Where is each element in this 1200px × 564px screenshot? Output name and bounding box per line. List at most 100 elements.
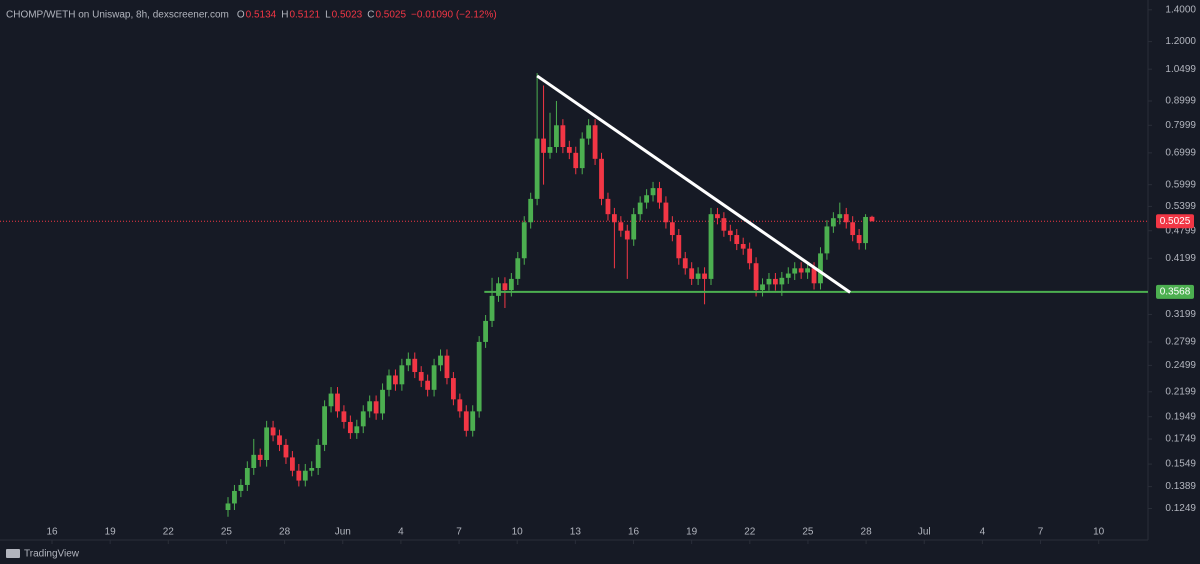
candle-body bbox=[451, 378, 456, 400]
x-tick-label: 22 bbox=[163, 527, 175, 538]
candle-body bbox=[805, 268, 810, 273]
x-tick-label: Jul bbox=[918, 527, 931, 538]
candle-body bbox=[264, 427, 270, 461]
candle-body bbox=[740, 244, 746, 249]
candle-body bbox=[496, 283, 501, 296]
candle-body bbox=[830, 218, 836, 227]
y-tick-label: 0.6999 bbox=[1165, 148, 1196, 159]
candle-body bbox=[534, 138, 540, 199]
candle-body bbox=[708, 214, 714, 279]
candle-body bbox=[637, 202, 643, 215]
candle-body bbox=[528, 198, 534, 223]
candle-body bbox=[508, 278, 514, 291]
candle-body bbox=[586, 125, 592, 139]
candle-body bbox=[399, 365, 405, 385]
candle-body bbox=[798, 268, 804, 273]
ohlc-label: C bbox=[367, 10, 374, 21]
y-tick-label: 0.1749 bbox=[1165, 434, 1196, 445]
x-tick-label: 22 bbox=[744, 527, 756, 538]
candle-body bbox=[785, 273, 791, 278]
candle-body bbox=[702, 273, 707, 279]
candle-body bbox=[251, 454, 257, 468]
candle-body bbox=[843, 214, 849, 223]
candle-body bbox=[232, 490, 237, 504]
candle-body bbox=[341, 411, 347, 422]
candle-body bbox=[676, 235, 682, 259]
x-tick-label: 4 bbox=[398, 527, 404, 538]
y-tick-label: 0.4199 bbox=[1165, 253, 1196, 264]
x-tick-label: 28 bbox=[279, 527, 291, 538]
x-tick-label: 13 bbox=[570, 527, 582, 538]
y-tick-label: 0.3199 bbox=[1165, 309, 1196, 320]
candle-body bbox=[489, 295, 495, 321]
price-tag-label: 0.3568 bbox=[1160, 287, 1191, 298]
candle-body bbox=[644, 195, 649, 203]
candle-body bbox=[270, 427, 276, 436]
y-tick-label: 0.5999 bbox=[1165, 179, 1196, 190]
candle-body bbox=[380, 389, 385, 414]
x-tick-label: 19 bbox=[105, 527, 117, 538]
ohlc-label: L bbox=[325, 10, 331, 21]
ohlc-value: 0.5121 bbox=[289, 10, 320, 21]
candle-body bbox=[624, 230, 630, 240]
candle-body bbox=[682, 258, 688, 269]
candle-body bbox=[386, 375, 392, 390]
candle-body bbox=[811, 268, 817, 284]
y-tick-label: 0.4799 bbox=[1165, 225, 1196, 236]
candle-body bbox=[367, 401, 373, 412]
candle-body bbox=[515, 258, 521, 279]
candle-body bbox=[856, 235, 862, 244]
change: −0.01090 (−2.12%) bbox=[411, 10, 497, 21]
x-tick-label: 16 bbox=[46, 527, 58, 538]
x-tick-label: 28 bbox=[861, 527, 873, 538]
candle-body bbox=[850, 222, 856, 236]
candle-body bbox=[753, 263, 759, 291]
candle-body bbox=[457, 399, 463, 412]
candle-body bbox=[225, 503, 231, 511]
candle-body bbox=[573, 152, 579, 169]
x-tick-label: 7 bbox=[456, 527, 462, 538]
candle-body bbox=[721, 218, 727, 231]
candle-body bbox=[566, 147, 572, 153]
candle-body bbox=[277, 435, 282, 445]
candle-body bbox=[347, 421, 353, 434]
candle-body bbox=[760, 284, 765, 291]
candle-body bbox=[315, 444, 321, 468]
x-tick-label: 4 bbox=[980, 527, 986, 538]
ohlc-value: 0.5023 bbox=[332, 10, 363, 21]
candle-body bbox=[560, 125, 566, 148]
candle-body bbox=[695, 273, 701, 279]
x-tick-label: 25 bbox=[221, 527, 233, 538]
candle-body bbox=[463, 411, 469, 431]
y-tick-label: 1.2000 bbox=[1165, 36, 1196, 47]
candle-body bbox=[734, 235, 740, 245]
brand: TradingView bbox=[6, 549, 80, 560]
candle-body bbox=[444, 355, 450, 379]
candle-body bbox=[747, 248, 753, 264]
brand-logo bbox=[6, 549, 20, 558]
candle-body bbox=[599, 158, 604, 199]
candle-body bbox=[669, 222, 675, 236]
price-tag bbox=[1156, 214, 1194, 229]
candle-body bbox=[727, 230, 733, 236]
ohlc-label: H bbox=[281, 10, 288, 21]
x-tick-label: 25 bbox=[802, 527, 814, 538]
x-tick-label: 10 bbox=[1093, 527, 1105, 538]
candle-body bbox=[592, 125, 598, 159]
candle-body bbox=[773, 278, 778, 285]
candle-body bbox=[412, 358, 418, 373]
x-tick-label: 10 bbox=[512, 527, 524, 538]
candle-body bbox=[837, 214, 843, 219]
x-tick-label: 16 bbox=[628, 527, 640, 538]
y-tick-label: 0.2799 bbox=[1165, 337, 1196, 348]
candle-body bbox=[631, 214, 637, 240]
candle-body bbox=[818, 253, 823, 284]
candle-body bbox=[335, 393, 340, 412]
price-tag bbox=[1156, 284, 1194, 299]
candle-body bbox=[425, 380, 431, 390]
candle-body bbox=[283, 444, 289, 458]
y-tick-label: 1.4000 bbox=[1165, 4, 1196, 15]
price-tag-label: 0.5025 bbox=[1160, 216, 1191, 227]
